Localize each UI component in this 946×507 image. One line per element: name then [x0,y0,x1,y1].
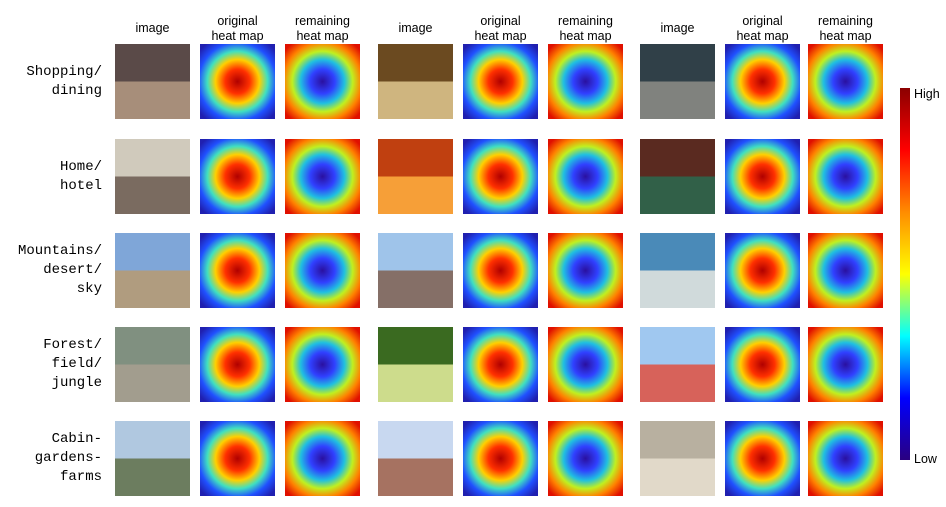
scene-image [640,421,715,496]
scene-image [115,327,190,402]
scene-image [115,421,190,496]
row-label-line: gardens- [34,450,102,466]
remaining-heat-map [808,233,883,308]
row-label-line: Shopping/ [26,63,102,80]
row-label-line: Mountains/ [17,243,102,259]
remaining-heat-map [808,421,883,496]
scene-image [115,233,190,308]
column-header-line: original [742,14,783,28]
scene-image [640,44,715,119]
column-header: image [376,21,456,36]
row-label: Forest/field/jungle [0,336,102,393]
scene-image [115,139,190,214]
remaining-heat-map [808,139,883,214]
remaining-heat-map [548,327,623,402]
column-header-line: heat map [819,29,872,43]
row-label-line: dining [51,82,102,99]
column-header: image [113,21,193,36]
column-header: image [638,21,718,36]
column-header-line: image [660,21,695,35]
column-header: remaining heat map [283,14,363,44]
row-label: Cabin-gardens-farms [0,430,102,487]
remaining-heat-map [285,421,360,496]
row-label-line: Forest/ [43,337,102,353]
colorbar-low-label: Low [914,452,937,466]
column-header-line: image [398,21,433,35]
original-heat-map [463,44,538,119]
original-heat-map [463,327,538,402]
column-header-line: remaining [818,14,873,28]
scene-image [378,44,453,119]
column-header: remaining heat map [546,14,626,44]
row-label-line: field/ [51,356,102,372]
scene-image [378,327,453,402]
original-heat-map [463,421,538,496]
column-header: original heat map [723,14,803,44]
column-header-line: image [135,21,170,35]
original-heat-map [200,44,275,119]
column-header-line: heat map [559,29,612,43]
row-label: Shopping/dining [0,63,102,101]
row-label-line: Cabin- [51,431,102,447]
remaining-heat-map [808,327,883,402]
column-header-line: original [217,14,258,28]
scene-image [378,139,453,214]
scene-image [640,139,715,214]
remaining-heat-map [548,233,623,308]
original-heat-map [725,233,800,308]
remaining-heat-map [808,44,883,119]
column-header-line: remaining [295,14,350,28]
scene-image [115,44,190,119]
scene-image [640,327,715,402]
original-heat-map [725,44,800,119]
original-heat-map [463,233,538,308]
row-label: Mountains/desert/sky [0,242,102,299]
remaining-heat-map [285,233,360,308]
column-header-line: heat map [296,29,349,43]
scene-image [640,233,715,308]
column-header: original heat map [198,14,278,44]
colorbar [900,88,910,460]
original-heat-map [200,421,275,496]
row-label: Home/hotel [0,158,102,196]
remaining-heat-map [548,421,623,496]
column-header-line: original [480,14,521,28]
column-header-line: remaining [558,14,613,28]
column-header-line: heat map [474,29,527,43]
column-header: remaining heat map [806,14,886,44]
row-label-line: desert/ [43,262,102,278]
original-heat-map [725,327,800,402]
column-header: original heat map [461,14,541,44]
original-heat-map [463,139,538,214]
original-heat-map [200,139,275,214]
row-label-line: Home/ [59,158,102,175]
scene-image [378,421,453,496]
row-label-line: hotel [59,177,102,194]
remaining-heat-map [548,44,623,119]
remaining-heat-map [285,139,360,214]
remaining-heat-map [285,327,360,402]
column-header-line: heat map [211,29,264,43]
original-heat-map [200,233,275,308]
colorbar-high-label: High [914,87,940,101]
image-grid [115,44,883,496]
scene-image [378,233,453,308]
column-header-line: heat map [736,29,789,43]
remaining-heat-map [285,44,360,119]
row-label-line: farms [59,469,102,485]
original-heat-map [200,327,275,402]
remaining-heat-map [548,139,623,214]
row-label-line: jungle [51,375,102,391]
row-label-line: sky [76,281,102,297]
original-heat-map [725,421,800,496]
original-heat-map [725,139,800,214]
